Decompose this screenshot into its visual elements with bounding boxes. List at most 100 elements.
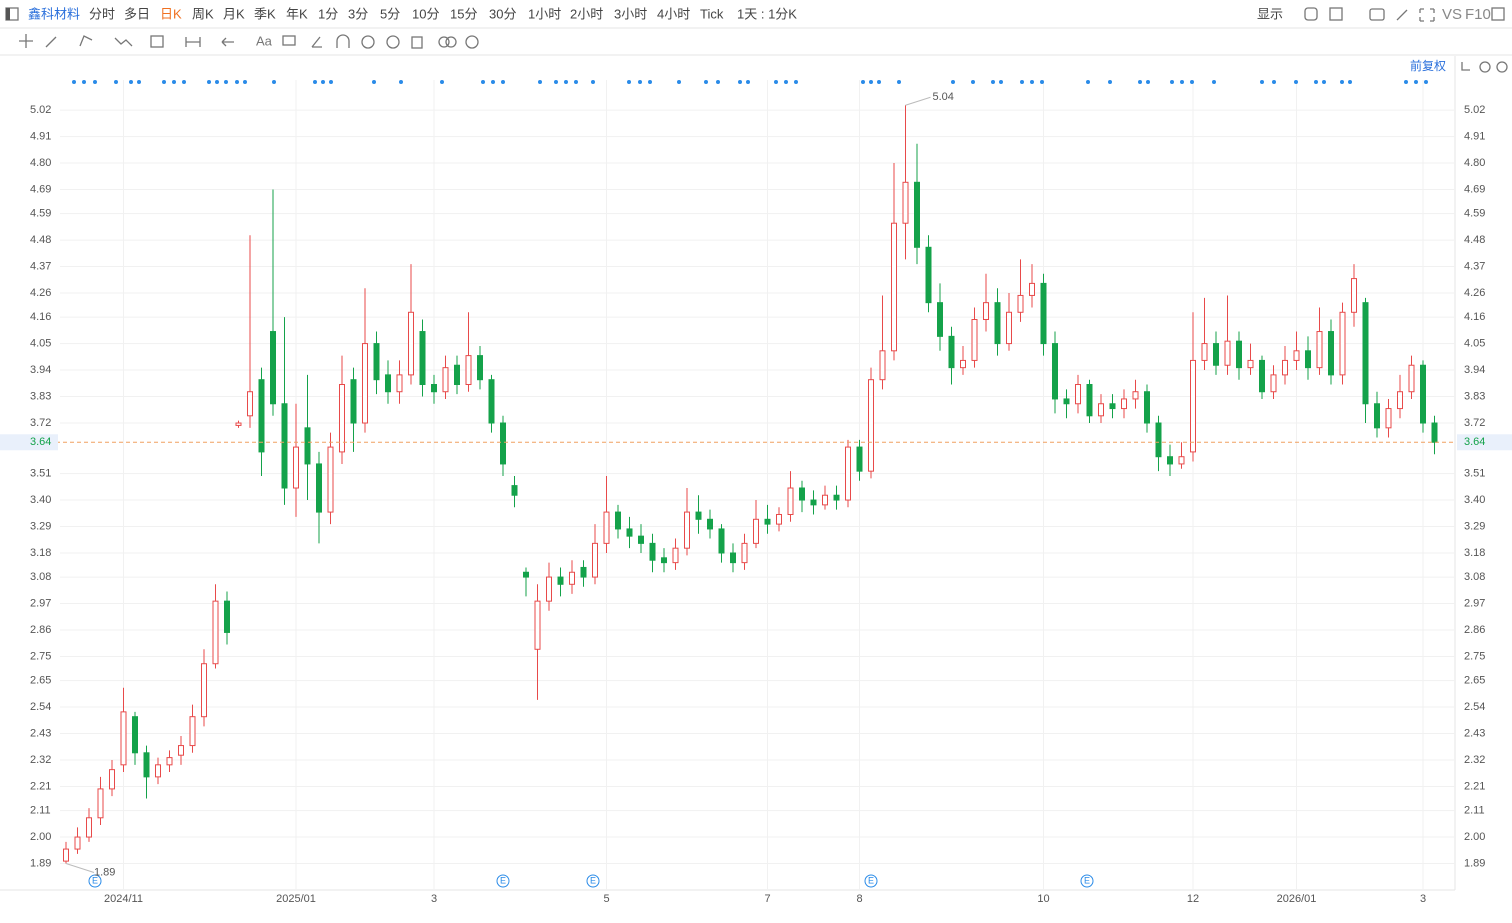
display-menu[interactable]: 显示	[1257, 6, 1283, 21]
event-dot	[784, 80, 788, 84]
event-dot	[321, 80, 325, 84]
reset-icon[interactable]	[1461, 62, 1470, 71]
arrow-tool[interactable]	[221, 37, 234, 47]
y-tick-label-right: 2.43	[1464, 727, 1485, 739]
candle-body	[1270, 374, 1277, 393]
fib-tool[interactable]	[150, 35, 164, 48]
period-tab[interactable]: Tick	[700, 6, 724, 21]
event-marker	[88, 874, 102, 888]
layout-icon[interactable]	[1329, 7, 1343, 21]
candle-body	[833, 494, 840, 501]
candle-body	[1029, 282, 1035, 296]
candle-body	[143, 752, 150, 778]
candle-body	[557, 576, 564, 585]
period-tab[interactable]: 周K	[192, 6, 214, 21]
period-tab[interactable]: 15分	[450, 6, 477, 21]
period-tab[interactable]: 30分	[489, 6, 516, 21]
y-tick-label-right: 2.97	[1464, 597, 1485, 609]
event-dot	[1294, 80, 1298, 84]
y-tick-label-right: 5.02	[1464, 104, 1485, 116]
period-tab[interactable]: 1分	[318, 6, 338, 21]
channel-tool[interactable]	[79, 35, 93, 47]
period-tab[interactable]: 10分	[412, 6, 439, 21]
y-tick-label: 3.83	[30, 390, 51, 402]
y-tick-label: 4.69	[30, 183, 51, 195]
camera-icon[interactable]	[1369, 8, 1385, 21]
period-tab[interactable]: 5分	[380, 6, 400, 21]
period-tab[interactable]: 2小时	[570, 6, 603, 21]
period-tab[interactable]: 季K	[254, 6, 276, 21]
side-panel-icon[interactable]	[1491, 7, 1505, 21]
delete-tool[interactable]	[411, 36, 423, 49]
draw-icon[interactable]	[1396, 9, 1408, 21]
tool-settings[interactable]	[465, 35, 479, 49]
candle-body	[1190, 359, 1196, 453]
candle-body	[638, 535, 644, 544]
period-tab[interactable]: 1小时	[528, 6, 561, 21]
wave-tool[interactable]	[114, 37, 133, 47]
line-tool[interactable]	[45, 36, 57, 48]
y-tick-label-right: 4.91	[1464, 130, 1485, 142]
event-dot	[129, 80, 133, 84]
x-tick-label: 10	[1037, 893, 1049, 905]
candle-body	[362, 343, 368, 424]
candle-body	[235, 422, 242, 426]
candle-body	[431, 384, 437, 393]
y-tick-label: 3.18	[30, 547, 51, 559]
y-tick-label-right: 2.11	[1464, 804, 1485, 816]
zoom-in[interactable]	[1496, 61, 1508, 73]
candle-body	[1282, 359, 1288, 376]
eye-tool[interactable]	[386, 35, 400, 49]
settings-icon[interactable]	[1304, 7, 1318, 21]
candle-body	[1374, 403, 1380, 429]
link-tool[interactable]	[445, 36, 457, 48]
lock-tool[interactable]	[361, 35, 375, 49]
event-marker-label: E	[1084, 875, 1090, 885]
period-tab[interactable]: 1天 : 1分K	[737, 6, 797, 21]
y-tick-label-right: 4.80	[1464, 157, 1485, 169]
event-dot	[440, 80, 444, 84]
candle-body	[661, 557, 667, 564]
candle-body	[477, 355, 483, 381]
link-tool[interactable]	[438, 36, 450, 48]
fullscreen-icon[interactable]	[1419, 8, 1435, 22]
period-tab[interactable]: 3小时	[614, 6, 647, 21]
magnet-tool[interactable]	[336, 34, 350, 48]
candle-body	[1385, 408, 1392, 429]
period-tab[interactable]: 3分	[348, 6, 368, 21]
event-dot	[481, 80, 485, 84]
candle-body	[1224, 340, 1231, 366]
angle-tool[interactable]	[311, 36, 322, 48]
event-marker	[496, 874, 510, 888]
measure-tool[interactable]	[185, 37, 201, 47]
zoom-out[interactable]	[1479, 61, 1491, 73]
event-dot	[1272, 80, 1276, 84]
candle-body	[212, 600, 219, 665]
event-dot	[1020, 80, 1024, 84]
candle-body	[776, 513, 782, 525]
candle-body	[419, 331, 426, 386]
period-tab[interactable]: 日K	[160, 6, 182, 21]
event-dot	[1180, 80, 1184, 84]
event-dot	[627, 80, 631, 84]
period-tab[interactable]: 分时	[89, 6, 115, 21]
move-tool[interactable]	[19, 34, 33, 48]
panel-icon	[6, 8, 10, 20]
period-tab[interactable]: 年K	[286, 6, 308, 21]
candle-body	[1201, 343, 1208, 361]
event-dot	[746, 80, 750, 84]
f10-button[interactable]: F10	[1465, 6, 1491, 23]
symbol[interactable]: 鑫科材料	[28, 6, 80, 21]
event-marker-label: E	[868, 875, 874, 885]
event-dot	[716, 80, 720, 84]
period-tab[interactable]: 月K	[223, 6, 245, 21]
adjust-mode[interactable]: 前复权	[1410, 58, 1446, 73]
period-tab[interactable]: 多日	[124, 6, 150, 21]
note-tool[interactable]	[282, 35, 296, 46]
text-tool[interactable]: Aa	[256, 33, 273, 48]
low-leader	[65, 863, 95, 873]
candle-body	[408, 311, 414, 376]
period-tab[interactable]: 4小时	[657, 6, 690, 21]
vs-button[interactable]: VS	[1442, 6, 1462, 23]
